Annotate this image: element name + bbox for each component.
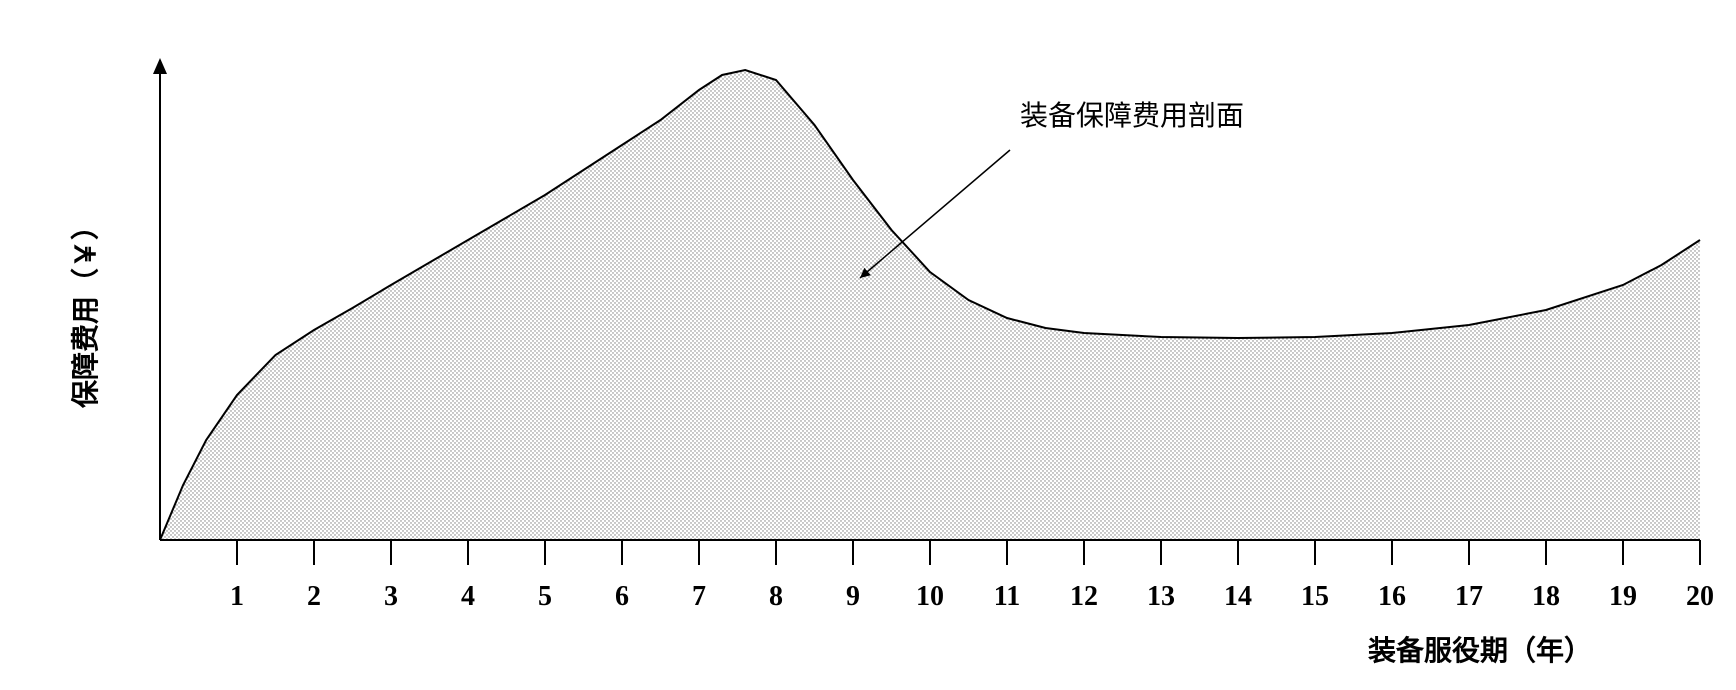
- y-axis-arrow-icon: [153, 58, 167, 74]
- x-tick-label: 13: [1147, 581, 1175, 612]
- x-tick-label: 3: [384, 581, 398, 612]
- chart-container: 1234567891011121314151617181920装备服役期（年）保…: [0, 0, 1736, 690]
- x-tick-label: 16: [1378, 581, 1406, 612]
- annotation-arrow: [860, 150, 1010, 278]
- x-tick-label: 20: [1686, 581, 1714, 612]
- x-tick-label: 2: [307, 581, 321, 612]
- annotation-label: 装备保障费用剖面: [1020, 100, 1244, 132]
- x-tick-label: 9: [846, 581, 860, 612]
- area-chart: 1234567891011121314151617181920装备服役期（年）保…: [0, 0, 1736, 690]
- x-tick-label: 14: [1224, 581, 1252, 612]
- x-tick-label: 17: [1455, 581, 1483, 612]
- x-tick-label: 19: [1609, 581, 1637, 612]
- x-tick-label: 15: [1301, 581, 1329, 612]
- x-tick-label: 6: [615, 581, 629, 612]
- x-tick-label: 12: [1070, 581, 1098, 612]
- x-tick-label: 5: [538, 581, 552, 612]
- x-tick-label: 18: [1532, 581, 1560, 612]
- x-tick-label: 8: [769, 581, 783, 612]
- area-fill: [160, 70, 1700, 540]
- x-tick-label: 7: [692, 581, 706, 612]
- x-tick-label: 11: [994, 581, 1020, 612]
- x-tick-label: 1: [230, 581, 244, 612]
- x-tick-label: 4: [461, 581, 475, 612]
- x-tick-label: 10: [916, 581, 944, 612]
- y-axis-label: 保障费用（￥）: [69, 212, 102, 408]
- x-axis-label: 装备服役期（年）: [1368, 634, 1592, 667]
